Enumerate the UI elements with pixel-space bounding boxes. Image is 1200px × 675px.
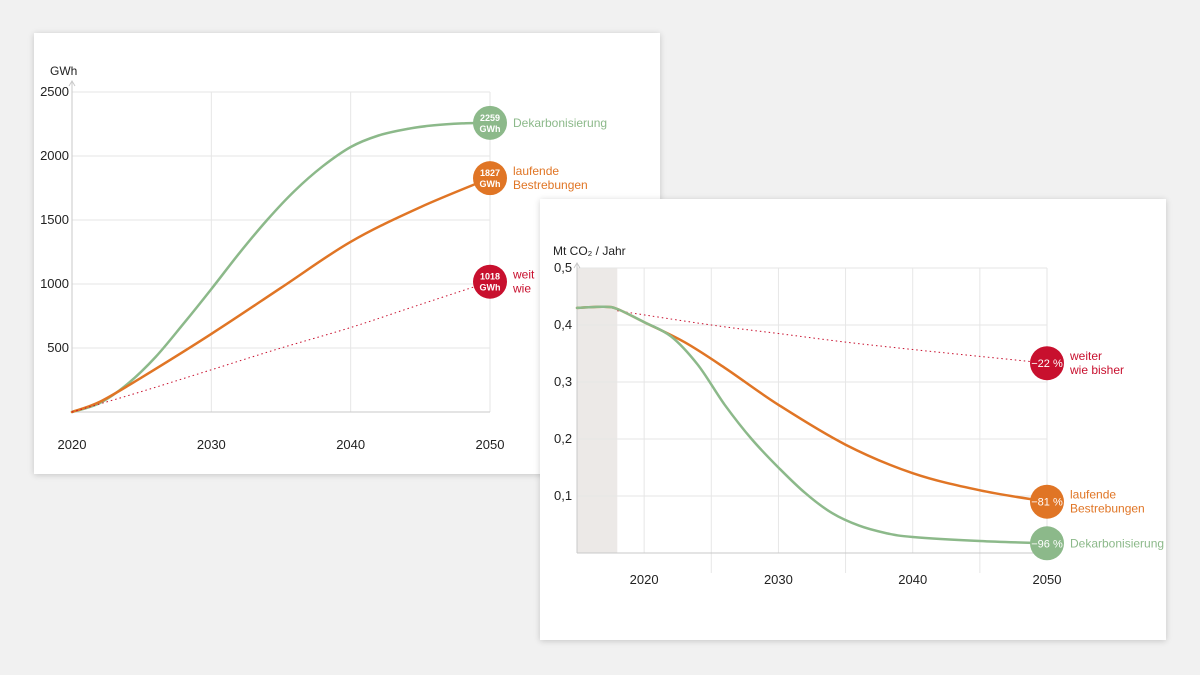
- co2-y-tick-label: 0,2: [554, 431, 572, 446]
- co2-y-tick-label: 0,3: [554, 374, 572, 389]
- co2-series-label-decarbonization: Dekarbonisierung: [1070, 536, 1164, 550]
- energy-x-tick-label: 2030: [197, 437, 226, 452]
- co2-end-badge-business_as_usual: [1030, 346, 1064, 381]
- co2-series-decarbonization: [575, 305, 1049, 545]
- energy-x-tick-label: 2050: [476, 437, 505, 452]
- energy-x-tick-label: 2020: [58, 437, 87, 452]
- energy-y-tick-label: 2500: [40, 84, 69, 99]
- energy-series-ongoing: [70, 176, 492, 414]
- co2-end-badge-ongoing: [1030, 484, 1064, 519]
- energy-end-value-ongoing: 1827 GWh: [480, 168, 501, 189]
- energy-y-axis-label: GWh: [50, 64, 77, 78]
- co2-y-tick-label: 0,5: [554, 260, 572, 275]
- energy-y-axis-arrow: [68, 80, 76, 87]
- co2-x-tick-label: 2040: [898, 572, 927, 587]
- co2-series-label-business_as_usual: weiter wie bisher: [1069, 349, 1124, 377]
- energy-series-label-ongoing: laufende Bestrebungen: [513, 164, 588, 192]
- co2-y-tick-label: 0,4: [554, 317, 572, 332]
- co2-end-badge-decarbonization: [1030, 526, 1064, 561]
- energy-series-label-business_as_usual: weit wie: [512, 268, 535, 296]
- co2-y-axis-label: Mt CO₂ / Jahr: [553, 244, 626, 258]
- energy-series-label-decarbonization: Dekarbonisierung: [513, 116, 607, 130]
- co2-series-ongoing: [575, 305, 1049, 503]
- co2-y-tick-label: 0,1: [554, 488, 572, 503]
- co2-x-tick-label: 2050: [1033, 572, 1062, 587]
- energy-end-badge-ongoing: [473, 161, 507, 196]
- co2-y-axis-arrow: [573, 262, 581, 269]
- energy-y-tick-label: 1500: [40, 212, 69, 227]
- energy-y-tick-label: 2000: [40, 148, 69, 163]
- co2-end-value-ongoing: −81 %: [1031, 497, 1063, 509]
- energy-series-business_as_usual: [71, 281, 491, 413]
- energy-x-tick-label: 2040: [336, 437, 365, 452]
- energy-y-tick-label: 500: [47, 340, 69, 355]
- co2-series-business_as_usual: [617, 310, 1048, 364]
- energy-end-badge-decarbonization: [473, 105, 507, 140]
- co2-x-tick-label: 2030: [764, 572, 793, 587]
- co2-chart: 0,1 0,2 0,3 0,4 0,5 2020 2030 2040 2050 Mt CO₂ / …: [553, 244, 1164, 587]
- co2-end-value-business_as_usual: −22 %: [1031, 358, 1063, 370]
- energy-chart: 500 1000 1500 2000 2500 2020 2030 2040 2050 GWh 22…: [40, 64, 607, 452]
- energy-end-value-business_as_usual: 1018 GWh: [480, 272, 501, 293]
- co2-history-shading: [577, 268, 618, 553]
- energy-end-badge-business_as_usual: [473, 264, 507, 299]
- co2-chart-card: 0,1 0,2 0,3 0,4 0,5 2020 2030 2040 2050 Mt CO₂ / …: [540, 199, 1166, 640]
- energy-y-tick-label: 1000: [40, 276, 69, 291]
- co2-end-value-decarbonization: −96 %: [1031, 538, 1063, 550]
- co2-x-tick-label: 2020: [630, 572, 659, 587]
- energy-end-value-decarbonization: 2259 GWh: [480, 113, 501, 134]
- energy-series-decarbonization: [70, 121, 492, 414]
- co2-series-label-ongoing: laufende Bestrebungen: [1070, 488, 1145, 516]
